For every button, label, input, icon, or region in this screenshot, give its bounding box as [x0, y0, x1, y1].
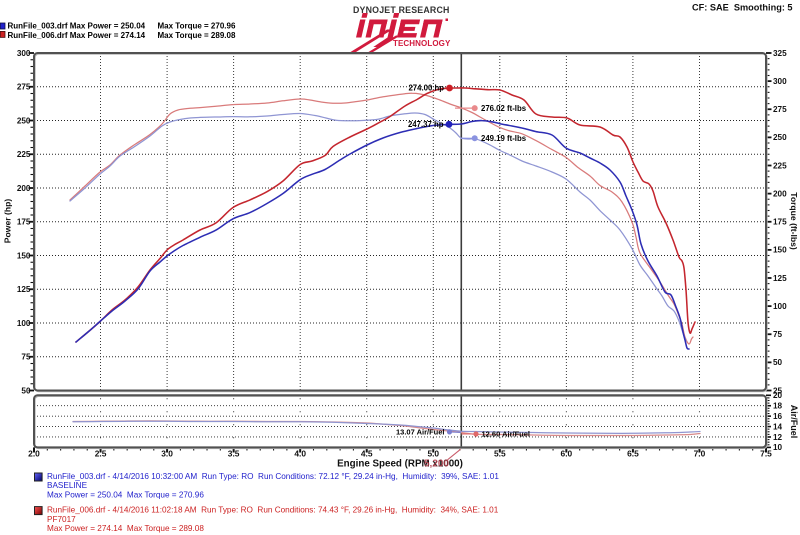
svg-text:Power (hp): Power (hp): [3, 199, 13, 244]
svg-text:50: 50: [773, 358, 783, 367]
svg-text:18: 18: [773, 402, 783, 411]
svg-text:100: 100: [773, 302, 787, 311]
svg-text:276.02 ft-lbs: 276.02 ft-lbs: [481, 104, 527, 113]
svg-text:Max Power = 274.14 Max Torque: Max Power = 274.14 Max Torque = 289.08: [47, 524, 204, 533]
svg-text:100: 100: [17, 319, 31, 328]
svg-text:6.0: 6.0: [561, 448, 573, 458]
svg-text:5.5: 5.5: [494, 448, 506, 458]
svg-text:274.00 hp: 274.00 hp: [408, 84, 444, 93]
svg-text:7.5: 7.5: [760, 448, 772, 458]
svg-text:RunFile_003.drf - 4/14/2016 10: RunFile_003.drf - 4/14/2016 10:32:00 AM …: [47, 472, 499, 481]
svg-text:275: 275: [773, 105, 787, 114]
svg-text:4.0: 4.0: [294, 448, 306, 458]
svg-text:10: 10: [773, 443, 783, 452]
svg-text:225: 225: [17, 150, 31, 159]
svg-text:PF7017: PF7017: [47, 515, 76, 524]
svg-text:RunFile_003.drf Max Power = 25: RunFile_003.drf Max Power = 250.04: [8, 22, 146, 31]
svg-text:Engine Speed (RPM x1000): Engine Speed (RPM x1000): [337, 459, 463, 470]
svg-text:200: 200: [773, 189, 787, 198]
svg-text:Max Torque = 289.08: Max Torque = 289.08: [158, 31, 236, 40]
svg-text:DYNOJET RESEARCH: DYNOJET RESEARCH: [353, 5, 450, 15]
svg-text:175: 175: [773, 218, 787, 227]
svg-text:300: 300: [773, 77, 787, 86]
svg-text:175: 175: [17, 218, 31, 227]
svg-text:275: 275: [17, 83, 31, 92]
svg-text:6.5: 6.5: [627, 448, 639, 458]
svg-text:12.60 Air/Fuel: 12.60 Air/Fuel: [482, 430, 531, 439]
svg-text:250: 250: [17, 116, 31, 125]
svg-text:RunFile_006.drf - 4/14/2016 11: RunFile_006.drf - 4/14/2016 11:02:18 AM …: [47, 505, 499, 514]
svg-text:TECHNOLOGY: TECHNOLOGY: [393, 39, 451, 48]
svg-text:225: 225: [773, 161, 787, 170]
svg-text:16: 16: [773, 412, 783, 421]
svg-text:3.5: 3.5: [228, 448, 240, 458]
svg-text:2.5: 2.5: [95, 448, 107, 458]
svg-text:325: 325: [773, 49, 787, 58]
svg-text:125: 125: [17, 285, 31, 294]
svg-text:250: 250: [773, 133, 787, 142]
svg-text:25: 25: [773, 386, 783, 395]
svg-text:3.0: 3.0: [161, 448, 173, 458]
svg-text:150: 150: [773, 246, 787, 255]
svg-text:75: 75: [21, 353, 31, 362]
svg-text:12: 12: [773, 433, 783, 442]
svg-text:300: 300: [17, 49, 31, 58]
svg-text:14: 14: [773, 422, 783, 431]
svg-text:2.0: 2.0: [28, 448, 40, 458]
svg-text:Max Power = 250.04 Max Torque: Max Power = 250.04 Max Torque = 270.96: [47, 491, 204, 500]
svg-text:200: 200: [17, 184, 31, 193]
svg-text:Max Torque = 270.96: Max Torque = 270.96: [158, 22, 236, 31]
svg-text:20: 20: [773, 391, 783, 400]
svg-text:RunFile_006.drf Max Power = 27: RunFile_006.drf Max Power = 274.14: [8, 31, 146, 40]
svg-text:Air/Fuel: Air/Fuel: [789, 405, 799, 439]
svg-text:75: 75: [773, 330, 783, 339]
svg-text:Torque (ft-lbs): Torque (ft-lbs): [789, 192, 799, 250]
svg-text:CF: SAE Smoothing: 5: CF: SAE Smoothing: 5: [692, 2, 793, 12]
svg-text:BASELINE: BASELINE: [47, 481, 88, 490]
svg-text:150: 150: [17, 251, 31, 260]
svg-text:5,200: 5,200: [424, 459, 449, 470]
svg-text:125: 125: [773, 274, 787, 283]
svg-text:13.07 Air/Fuel: 13.07 Air/Fuel: [396, 428, 445, 437]
svg-text:4.5: 4.5: [361, 448, 373, 458]
svg-text:247.37 hp: 247.37 hp: [408, 120, 444, 129]
svg-text:50: 50: [21, 386, 31, 395]
svg-text:7.0: 7.0: [694, 448, 706, 458]
svg-text:249.19 ft-lbs: 249.19 ft-lbs: [481, 134, 527, 143]
svg-text:5.0: 5.0: [427, 448, 439, 458]
